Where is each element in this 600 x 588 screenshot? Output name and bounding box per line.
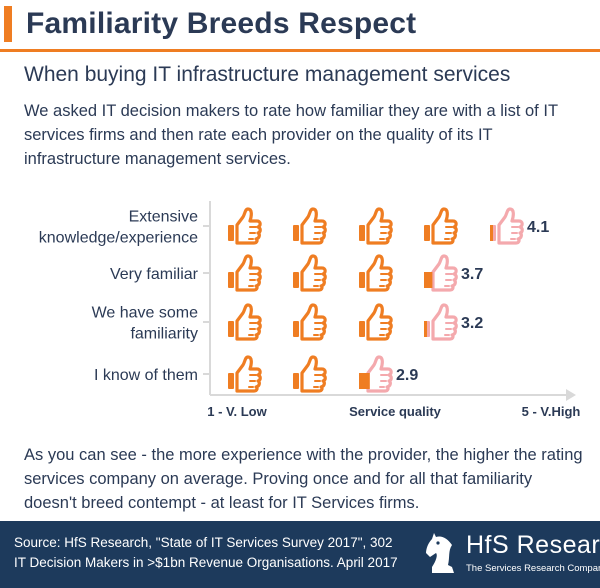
category-label: Very familiar xyxy=(110,266,199,283)
thumbs-up-icon xyxy=(422,207,458,245)
x-axis-min-label: 1 - V. Low xyxy=(207,404,267,419)
category-label: Extensive knowledge/experience xyxy=(39,209,198,247)
partial-fill xyxy=(424,272,433,288)
thumbs-up-icon xyxy=(226,355,262,393)
partial-fill xyxy=(424,321,427,337)
value-label: 3.7 xyxy=(461,266,483,283)
x-axis-title: Service quality xyxy=(349,404,442,419)
thumbs-up-icon xyxy=(291,303,327,341)
thumbs-up-icon xyxy=(357,207,393,245)
title-bar: Familiarity Breeds Respect xyxy=(0,0,600,52)
x-axis-arrow xyxy=(566,389,576,401)
hfs-logo: HfS Research The Services Research Compa… xyxy=(420,529,600,581)
knight-icon xyxy=(426,533,454,573)
source-note: Source: HfS Research, "State of IT Servi… xyxy=(14,535,398,570)
thumbs-up-icon xyxy=(291,355,327,393)
thumbs-up-icon xyxy=(226,207,262,245)
title-accent xyxy=(4,6,12,42)
subtitle: When buying IT infrastructure management… xyxy=(24,63,511,86)
page-title: Familiarity Breeds Respect xyxy=(26,7,417,40)
value-label: 3.2 xyxy=(461,315,483,332)
familiarity-chart: Extensive knowledge/experience 4.1 Very fam… xyxy=(39,201,581,419)
intro-text: We asked IT decision makers to rate how … xyxy=(24,102,558,168)
thumbs-up-icon xyxy=(226,303,262,341)
x-axis-max-label: 5 - V.High xyxy=(522,404,581,419)
thumbs-up-partial-icon xyxy=(422,303,458,341)
thumbs-up-partial-icon xyxy=(488,207,524,245)
value-label: 4.1 xyxy=(527,219,549,236)
partial-fill xyxy=(359,373,370,389)
thumbs-up-icon xyxy=(291,207,327,245)
logo-tagline: The Services Research Company xyxy=(466,563,600,574)
thumbs-up-icon xyxy=(226,254,262,292)
conclusion-text: As you can see - the more experience wit… xyxy=(24,446,583,512)
footer: Source: HfS Research, "State of IT Servi… xyxy=(0,521,600,588)
category-label: I know of them xyxy=(94,367,198,384)
thumbs-up-icon xyxy=(357,303,393,341)
category-label: We have some familiarity xyxy=(92,305,199,343)
thumbs-up-icon xyxy=(357,254,393,292)
logo-name: HfS Research xyxy=(466,531,600,559)
thumbs-up-icon xyxy=(291,254,327,292)
partial-fill xyxy=(490,225,493,241)
value-label: 2.9 xyxy=(396,367,418,384)
